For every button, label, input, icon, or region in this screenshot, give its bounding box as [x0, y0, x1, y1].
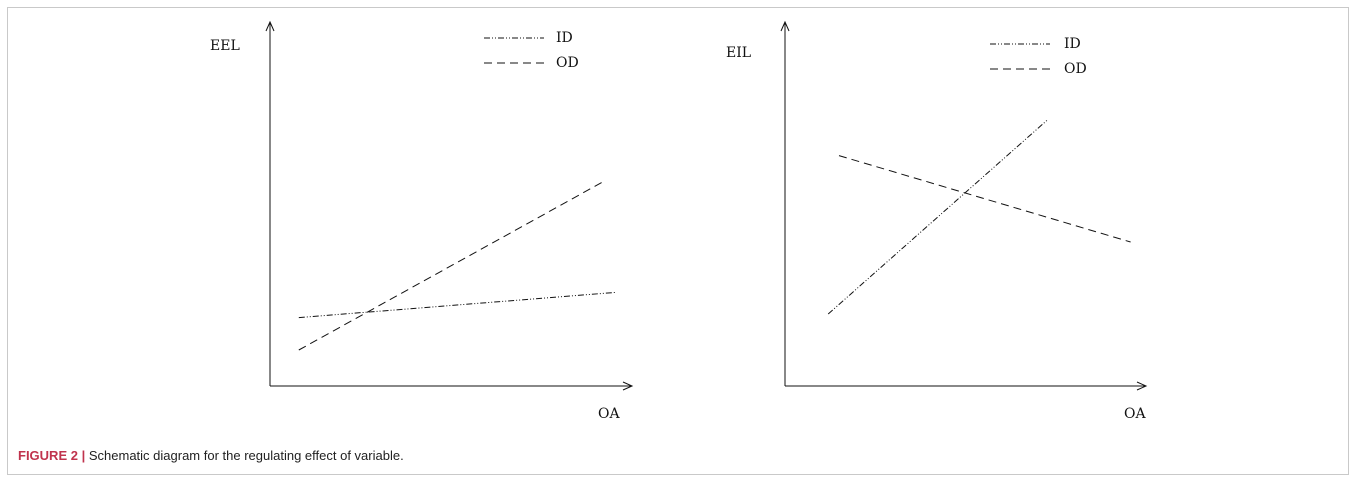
caption-text: Schematic diagram for the regulating eff… — [88, 448, 404, 463]
x-axis-arrow — [1136, 381, 1148, 391]
caption-separator: | — [81, 448, 86, 463]
legend-label-id: ID — [556, 30, 573, 46]
series-line-od — [298, 180, 606, 351]
caption-label: FIGURE 2 — [18, 448, 78, 463]
x-axis-label: OA — [598, 406, 620, 422]
x-axis-label: OA — [1124, 406, 1146, 422]
legend-label-od: OD — [1064, 61, 1087, 77]
series-line-od — [838, 155, 1131, 243]
figure-frame — [7, 7, 1349, 475]
panel-left: EEL OA ID OD — [210, 20, 634, 422]
x-axis-arrow — [622, 381, 634, 391]
y-axis-label: EIL — [726, 45, 751, 61]
legend-label-id: ID — [1064, 36, 1081, 52]
figure-caption: FIGURE 2 | Schematic diagram for the reg… — [18, 448, 404, 463]
y-axis-arrow — [780, 20, 790, 32]
series-line-id — [298, 291, 616, 319]
legend-label-od: OD — [556, 55, 579, 71]
panel-right: EIL OA ID OD — [726, 20, 1148, 422]
y-axis-arrow — [265, 20, 275, 32]
y-axis-label: EEL — [210, 38, 240, 54]
series-line-id — [827, 119, 1049, 315]
